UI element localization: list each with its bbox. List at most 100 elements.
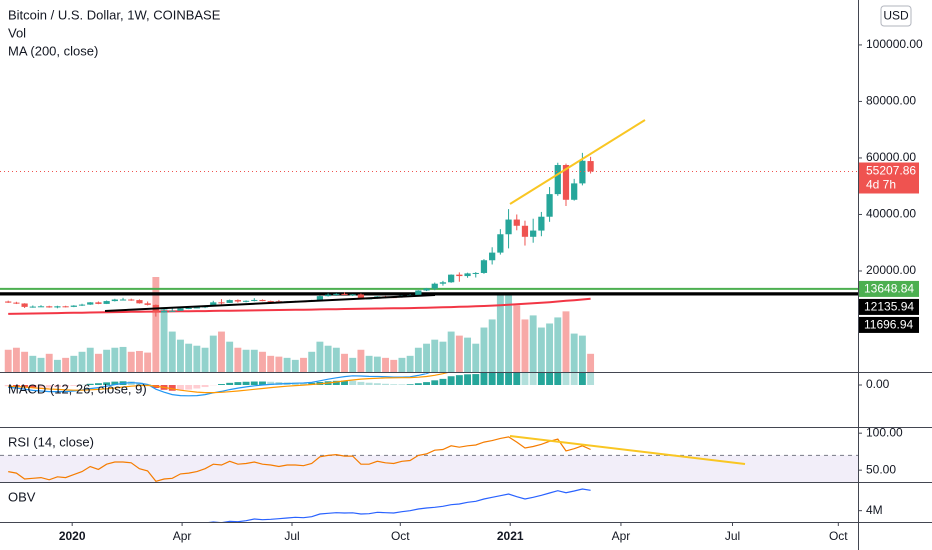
- currency-button[interactable]: [880, 5, 912, 27]
- candle-body: [267, 301, 274, 303]
- macd-hist-bar: [226, 382, 234, 385]
- macd-hist-bar: [177, 385, 184, 391]
- volume-bar: [480, 327, 488, 372]
- level-label: 12135.94: [864, 300, 914, 314]
- volume-bar: [259, 351, 266, 372]
- macd-hist-bar: [185, 385, 193, 390]
- candle-body: [177, 308, 184, 311]
- volume-bar: [78, 351, 86, 372]
- chart-title: Bitcoin / U.S. Dollar, 1W, COINBASE: [8, 7, 221, 22]
- candle-body: [587, 161, 594, 172]
- currency-label[interactable]: USD: [883, 9, 909, 23]
- candle-body: [316, 296, 324, 301]
- y-tick-label: 40000.00: [866, 207, 916, 221]
- volume-bar: [546, 323, 554, 372]
- candle-body: [538, 216, 545, 231]
- volume-bar: [193, 345, 201, 372]
- macd-hist-bar: [267, 381, 275, 385]
- x-tick-label: Oct: [829, 529, 848, 543]
- volume-bar: [209, 335, 217, 372]
- volume-bar: [537, 327, 545, 372]
- candle-body: [185, 307, 192, 309]
- last-price-tag: [859, 162, 919, 194]
- macd-hist-bar: [300, 382, 307, 385]
- volume-bar: [308, 351, 316, 372]
- candle-body: [70, 305, 77, 307]
- macd-hist-bar: [464, 374, 471, 385]
- macd-hist-bar: [373, 383, 381, 385]
- candle-body: [136, 300, 143, 304]
- volume-bar: [144, 352, 152, 372]
- rsi-pane: [0, 436, 858, 482]
- volume-bar: [177, 339, 184, 372]
- ma-title: MA (200, close): [8, 43, 98, 58]
- macd-line: [8, 373, 430, 397]
- macd-hist-bar: [414, 383, 422, 385]
- macd-hist-bar: [423, 382, 430, 385]
- volume-bar: [439, 341, 447, 372]
- macd-hist-bar: [357, 381, 365, 385]
- volume-bar: [185, 343, 193, 372]
- candle-body: [333, 293, 340, 295]
- volume-bar: [45, 353, 53, 372]
- volume-bar: [496, 295, 504, 372]
- volume-bar: [160, 307, 168, 372]
- volume-bar: [521, 319, 529, 372]
- macd-hist-bar: [234, 382, 242, 385]
- macd-hist-bar: [4, 385, 12, 387]
- macd-hist-bar: [398, 384, 406, 385]
- candle-body: [472, 272, 479, 274]
- x-tick-label: Jul: [284, 529, 299, 543]
- macd-hist-bar: [472, 374, 480, 385]
- signal-line: [8, 373, 449, 394]
- macd-hist-bar: [439, 378, 447, 385]
- rsi-band: [0, 455, 858, 482]
- trend-line: [104, 294, 436, 312]
- macd-pane: [4, 373, 595, 397]
- macd-hist-bar: [513, 373, 521, 385]
- macd-hist-bar: [136, 382, 143, 385]
- macd-hist-bar: [242, 381, 250, 385]
- candle-body: [62, 306, 69, 308]
- macd-hist-bar: [505, 373, 513, 385]
- level-tag: [859, 298, 919, 315]
- level-tag: [859, 280, 919, 297]
- volume-bar: [390, 359, 398, 372]
- volume-bar: [111, 347, 119, 372]
- volume-bar: [168, 331, 176, 372]
- macd-hist-bar: [578, 373, 586, 385]
- level-label: 11696.94: [864, 318, 913, 332]
- candle-body: [521, 225, 529, 237]
- volume-bar: [578, 335, 586, 372]
- volume-bar: [242, 349, 250, 372]
- candle-body: [160, 310, 168, 313]
- volume-bar: [431, 339, 439, 372]
- candle-body: [349, 294, 356, 296]
- candle-body: [5, 301, 12, 303]
- candle-body: [234, 300, 241, 302]
- macd-hist-bar: [37, 385, 45, 388]
- volume-bar: [29, 355, 37, 372]
- volume-bar: [513, 305, 521, 372]
- candle-body: [505, 219, 512, 235]
- macd-hist-bar: [390, 384, 398, 385]
- candle-body: [423, 288, 430, 291]
- candle-body: [144, 303, 151, 305]
- macd-hist-bar: [554, 373, 562, 385]
- macd-hist-bar: [537, 373, 545, 385]
- x-tick-label: Apr: [612, 529, 631, 543]
- candle-body: [530, 230, 537, 237]
- volume-bar: [127, 351, 135, 372]
- volume-bar: [373, 356, 381, 372]
- volume-bar: [201, 347, 209, 372]
- volume-bar: [414, 347, 422, 372]
- y-tick-label: 80000.00: [866, 94, 916, 108]
- candle-body: [111, 299, 118, 302]
- volume-bar: [324, 345, 332, 372]
- candle-body: [37, 306, 45, 308]
- candle-body: [489, 252, 496, 261]
- volume-bar: [357, 349, 365, 372]
- volume-bar: [275, 356, 283, 372]
- volume-bar: [152, 277, 160, 372]
- candle-body: [571, 183, 578, 200]
